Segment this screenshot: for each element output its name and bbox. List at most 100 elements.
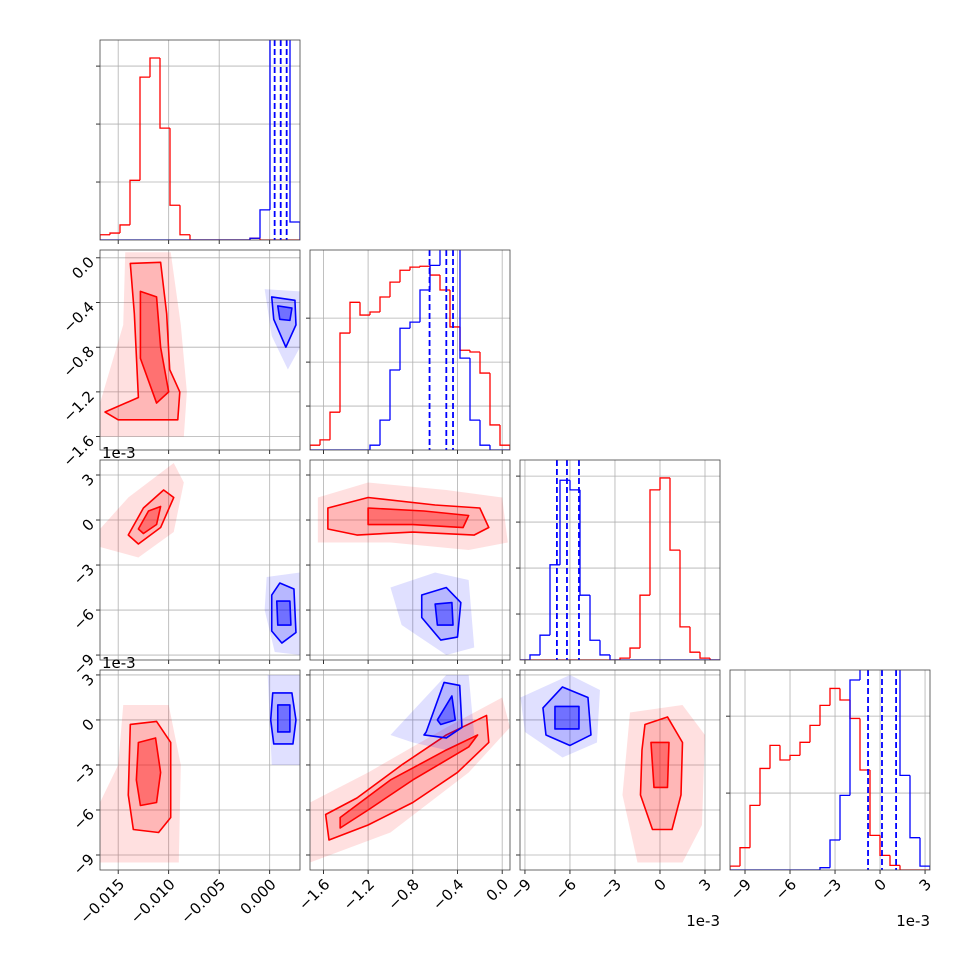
hist-bin (599, 640, 610, 656)
hist-bin (100, 234, 110, 240)
x-tick-label: −0.010 (127, 875, 179, 927)
hist-bin (189, 234, 200, 240)
panel (310, 460, 510, 660)
hist-bin (699, 652, 710, 659)
x-tick-label: −3 (817, 875, 845, 903)
hist-bin (659, 477, 670, 490)
y-tick-label: −6 (70, 805, 98, 833)
y-tick-label: −1.2 (60, 387, 98, 425)
frame (309, 249, 511, 451)
x-tick-label: −0.4 (429, 875, 467, 913)
frame (519, 459, 721, 661)
hist-bin (369, 311, 380, 316)
hist-bin (179, 205, 190, 236)
x-tick-label: −6 (772, 875, 800, 903)
y-tick-label: −0.4 (60, 298, 98, 336)
panel (100, 40, 300, 240)
panel (100, 250, 300, 450)
hist-bin (829, 839, 840, 868)
contour (270, 582, 297, 644)
x-offset: 1e-3 (896, 912, 930, 930)
hist-bin (149, 57, 160, 78)
contour (339, 734, 479, 829)
hist-bin (649, 489, 660, 596)
panel (310, 250, 510, 450)
hist-bin (569, 480, 580, 491)
hist-bin (449, 290, 460, 328)
hist-bin (409, 321, 420, 329)
y-tick-label: 3 (79, 670, 98, 689)
contour (420, 586, 462, 641)
contour (276, 305, 293, 322)
x-tick-label: −9 (507, 875, 535, 903)
hist-bin (139, 76, 150, 181)
hist-bin (489, 445, 500, 450)
hist-bin (259, 209, 270, 239)
hist-bin (499, 424, 510, 450)
y-tick-label: −3 (70, 560, 98, 588)
hist-bin (899, 670, 910, 777)
sample-cloud (100, 704, 181, 863)
y-tick-label: −0.8 (60, 342, 98, 380)
x-offset: 1e-3 (686, 912, 720, 930)
hist-bin (459, 326, 470, 351)
panel (100, 670, 300, 870)
panel (730, 655, 930, 870)
hist-bin (419, 289, 430, 323)
contour (436, 695, 457, 726)
hist-bin (919, 837, 930, 870)
hist-bin (679, 550, 690, 628)
x-tick-label: 3 (916, 875, 935, 894)
contour (324, 714, 490, 841)
hist-bin (439, 275, 450, 291)
frame (729, 669, 931, 871)
contour (275, 600, 292, 626)
hist-bin (269, 40, 271, 210)
hist-bin (579, 489, 590, 596)
panel (520, 460, 720, 660)
x-tick-label: −0.8 (384, 875, 422, 913)
sample-cloud (317, 482, 508, 551)
hist-bin (880, 655, 890, 663)
hist-bin (429, 266, 440, 276)
hist-bin (799, 741, 810, 756)
hist-bin (119, 224, 130, 234)
x-tick-label: 0 (871, 875, 890, 894)
contour (137, 505, 162, 535)
hist-bin (129, 179, 140, 225)
hist-bin (819, 867, 830, 870)
y-tick-label: −1.6 (60, 432, 98, 470)
hist-bin (779, 745, 790, 761)
hist-bin (549, 564, 560, 636)
hist-bin (419, 265, 430, 268)
hist-bin (369, 444, 380, 450)
frame (309, 459, 511, 661)
hist-bin (429, 264, 440, 290)
hist-bin (759, 767, 770, 806)
contour (650, 741, 670, 789)
hist-bin (629, 647, 640, 659)
hist-bin (749, 804, 760, 848)
frame (99, 669, 301, 871)
hist-bin (399, 327, 410, 370)
hist-bin (769, 744, 780, 769)
hist-bin (539, 634, 550, 655)
y-tick-label: 3 (79, 470, 98, 489)
hist-bin (389, 369, 400, 421)
hist-bin (639, 594, 650, 649)
hist-bin (819, 704, 830, 726)
sample-cloud (310, 697, 510, 863)
hist-bin (870, 655, 880, 663)
contour (434, 601, 454, 626)
hist-bin (379, 296, 390, 312)
contour (276, 704, 291, 733)
hist-bin (689, 626, 700, 653)
contour (554, 705, 580, 730)
hist-bin (489, 373, 500, 426)
hist-bin (859, 670, 861, 680)
hist-bin (289, 40, 300, 240)
hist-bin (889, 855, 900, 867)
hist-bin (739, 847, 750, 867)
hist-bin (349, 301, 360, 334)
contour (104, 261, 181, 421)
